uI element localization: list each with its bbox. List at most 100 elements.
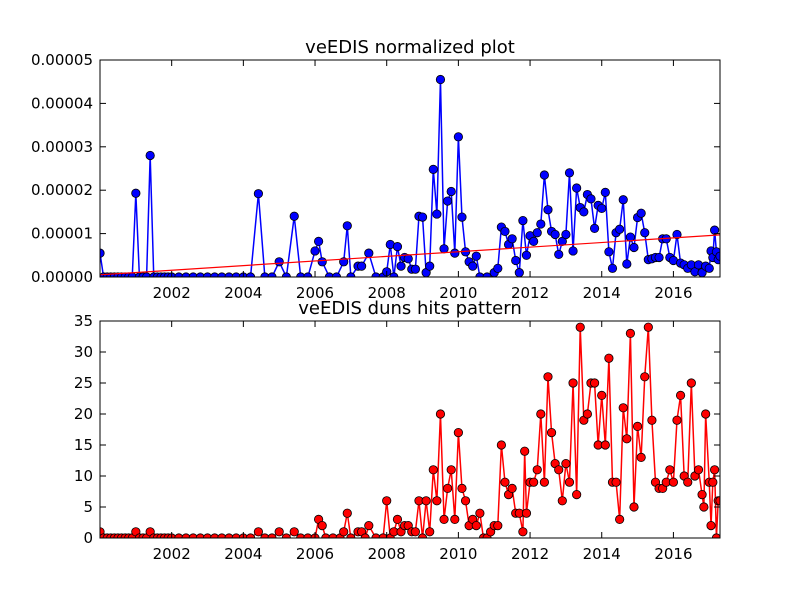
data-point [536,219,546,229]
data-point [364,248,374,258]
data-point [618,195,628,205]
y-tick-label: 0.00000 [31,268,93,286]
data-point [435,74,446,85]
data-point [710,465,720,475]
data-point [453,132,463,142]
data-point [364,520,374,531]
data-point [672,415,682,425]
data-point [706,520,716,531]
y-tick-label: 5 [83,498,93,516]
data-point [543,205,553,215]
data-point [518,215,528,226]
data-point [460,496,471,506]
data-point [625,328,636,338]
y-tick-label: 0.00003 [31,138,93,156]
x-tick-label: 2014 [583,284,621,302]
data-point [403,254,413,264]
data-point [579,207,589,217]
data-point [500,477,510,487]
data-point [665,465,675,475]
x-tick-label: 2012 [511,284,549,302]
data-point [453,427,463,438]
x-tick-label: 2002 [153,284,191,302]
data-point [435,409,446,419]
data-point [604,247,614,257]
data-point [443,483,453,493]
data-point [600,440,610,450]
data-point [697,489,707,500]
data-point [589,378,600,388]
data-point [604,353,614,363]
data-point [597,203,607,214]
data-point [439,244,449,254]
x-tick-label: 2010 [439,284,477,302]
x-tick-label: 2008 [368,284,406,302]
trend-line [100,234,720,276]
data-point [550,229,560,240]
data-point [632,421,643,431]
data-point [710,225,720,235]
x-tick-label: 2002 [153,545,191,563]
plot-frame [99,320,721,539]
data-point [342,221,352,231]
data-point [253,527,263,537]
data-point [274,257,284,267]
data-point [618,403,628,413]
data-point [493,263,503,273]
data-point [701,409,711,419]
plot-data [100,322,720,538]
data-point [450,514,460,525]
data-point [471,520,481,531]
x-tick-label: 2010 [439,545,477,563]
data-point [699,502,709,512]
chart-1: veEDIS normalized plot 2002 2004 2006 2008 20… [31,37,721,302]
data-point [289,211,299,221]
data-point [615,224,625,234]
series-line [100,327,720,538]
data-point [622,259,632,269]
data-point [554,249,564,260]
data-point [425,261,435,271]
data-point [425,527,435,537]
data-point [145,150,155,161]
data-point [636,208,646,218]
data-point [253,189,263,199]
data-point [704,263,714,273]
data-point [615,514,625,525]
y-tick-label: 0.00001 [31,225,93,243]
data-point [572,489,582,500]
data-point [443,196,453,206]
data-point [468,261,478,271]
data-point [496,440,506,450]
data-point [568,378,578,388]
data-point [586,194,596,204]
chart-title: veEDIS normalized plot [305,37,515,58]
data-point [575,322,585,332]
data-point [410,527,420,537]
data-point [686,378,696,388]
x-tick-label: 2012 [511,545,549,563]
data-point [640,372,650,382]
data-point [589,223,600,233]
data-point [611,477,621,487]
data-point [536,409,546,419]
x-tick-label: 2016 [654,545,692,563]
data-point [417,212,428,222]
data-point [520,446,530,456]
x-tick-label: 2004 [224,284,262,302]
chart-2: veEDIS duns hits pattern 2002 2004 2006 2008… [74,298,721,563]
data-point [654,252,664,263]
data-point [511,255,521,266]
data-point [471,251,481,261]
data-point [675,390,686,400]
x-tick-label: 2016 [654,284,692,302]
data-point [475,508,485,518]
data-point [521,250,532,260]
data-point [500,226,510,237]
data-point [432,496,442,506]
data-point [546,427,557,438]
data-point [561,458,571,469]
data-point [493,520,503,531]
data-point [396,261,406,271]
data-point [708,477,718,487]
